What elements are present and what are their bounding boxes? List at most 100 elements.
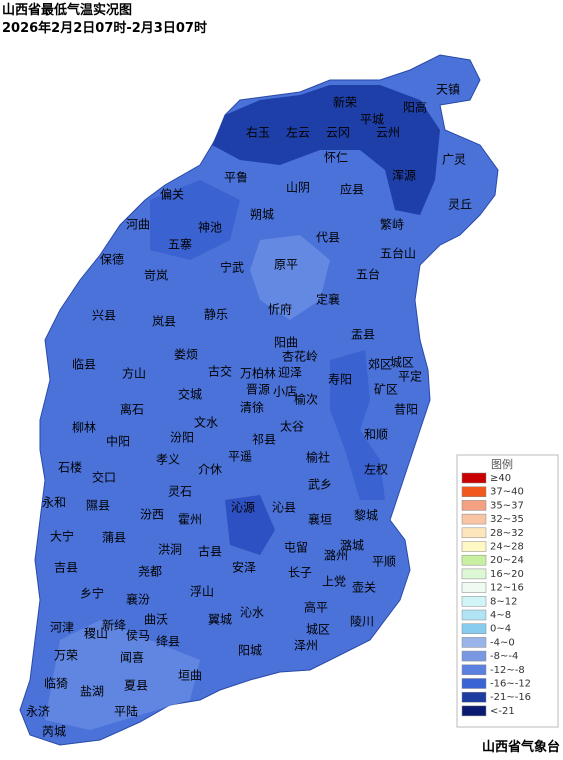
legend-swatch <box>461 500 487 511</box>
county-label: 交口 <box>92 470 116 485</box>
legend-label: 35~37 <box>490 500 524 511</box>
legend-swatch <box>461 513 487 525</box>
county-label: 陵川 <box>350 615 374 629</box>
legend-swatch <box>461 664 487 676</box>
county-label: 侯马 <box>126 629 150 643</box>
county-label: 高平 <box>304 600 328 615</box>
county-label: 潞城 <box>340 538 364 553</box>
county-label: 盂县 <box>351 328 375 342</box>
county-label: 稷山 <box>84 627 108 641</box>
legend-swatch <box>461 623 487 634</box>
county-label: 怀仁 <box>324 151 348 165</box>
county-label: 山阴 <box>286 181 310 195</box>
county-label: 新荣 <box>333 95 357 110</box>
county-label: 汾西 <box>140 508 164 522</box>
county-label: 平定 <box>398 369 422 384</box>
county-label: 盐湖 <box>80 684 104 699</box>
legend-label: 28~32 <box>490 528 524 539</box>
legend-label: -16~-12 <box>490 679 531 690</box>
legend-swatch <box>461 486 487 497</box>
county-label: 杏花岭 <box>282 349 318 364</box>
county-label: 临猗 <box>44 677 68 691</box>
legend-label: 16~20 <box>490 569 524 580</box>
legend-label: -8~-4 <box>490 651 518 662</box>
county-label: 浑源 <box>392 169 416 183</box>
legend-swatch <box>461 678 487 689</box>
county-label: 云冈 <box>326 126 350 140</box>
province-shape <box>19 54 499 746</box>
legend-swatch <box>461 541 487 552</box>
county-label: 忻府 <box>268 302 292 317</box>
map-subtitle: 2026年2月2日07时-2月3日07时 <box>2 20 207 36</box>
legend-swatch <box>461 691 487 703</box>
county-label: 闻喜 <box>120 651 144 665</box>
county-label: 晋源 <box>246 383 270 397</box>
legend-label: ≥40 <box>490 473 511 484</box>
county-label: 新绛 <box>102 618 126 633</box>
colder-area <box>225 495 275 555</box>
legend-swatch <box>461 568 487 580</box>
county-label: 广灵 <box>442 153 466 167</box>
legend-swatch <box>461 650 487 662</box>
county-label: 矿区 <box>374 383 398 397</box>
county-label: 芮城 <box>42 725 66 739</box>
county-label: 永和 <box>42 496 66 510</box>
county-label: 阳高 <box>403 100 427 115</box>
legend-label: -4~0 <box>490 637 515 648</box>
county-label: 和顺 <box>364 428 388 442</box>
county-label: 保德 <box>100 252 124 267</box>
county-label: 垣曲 <box>178 669 202 683</box>
legend-label: -21~-16 <box>490 692 531 703</box>
warmer-area <box>250 235 330 320</box>
county-label: 古交 <box>208 364 232 379</box>
legend-label: 32~35 <box>490 514 524 525</box>
county-label: 阳城 <box>238 644 262 658</box>
county-label: 岚县 <box>152 315 176 329</box>
county-label: 古县 <box>198 544 222 559</box>
county-label: 左权 <box>364 462 388 477</box>
county-label: 天镇 <box>436 83 460 97</box>
legend-label: 12~16 <box>490 583 524 594</box>
legend-swatch <box>461 554 487 566</box>
county-label: 万荣 <box>54 649 78 663</box>
legend-label: 20~24 <box>490 555 524 566</box>
county-label: 迎泽 <box>278 366 302 380</box>
county-label: 左云 <box>286 125 310 140</box>
county-label: 尧都 <box>138 565 162 579</box>
legend-label: 24~28 <box>490 542 524 553</box>
map-title: 山西省最低气温实况图 <box>2 2 132 18</box>
county-label: 沁源 <box>231 501 255 515</box>
county-label: 离石 <box>120 402 144 417</box>
county-label: 祁县 <box>252 432 276 447</box>
county-label: 浮山 <box>190 585 214 599</box>
county-label: 沁县 <box>272 501 296 515</box>
legend-swatch <box>461 609 487 621</box>
county-label: 原平 <box>274 258 298 272</box>
county-label: 灵丘 <box>448 198 472 212</box>
county-label: 乡宁 <box>80 586 104 601</box>
warmer-area <box>45 620 200 730</box>
county-label: 中阳 <box>106 434 130 449</box>
legend-label: 8~12 <box>490 596 517 607</box>
county-label: 翼城 <box>208 613 232 627</box>
county-label: 灵石 <box>168 485 192 499</box>
county-label: 小店 <box>273 385 297 399</box>
county-label: 偏关 <box>160 187 184 202</box>
county-label: 文水 <box>194 415 218 430</box>
county-label: 平遥 <box>228 450 252 464</box>
county-label: 绛县 <box>156 635 180 649</box>
county-label: 安泽 <box>232 560 256 575</box>
county-label: 繁峙 <box>380 217 404 232</box>
legend: 图例 ≥40 37~40 35~37 32~35 28~32 24~28 20~24 16~2… <box>456 454 559 728</box>
legend-label: 37~40 <box>490 487 524 498</box>
county-label: 神池 <box>198 221 222 235</box>
county-label: 柳林 <box>72 421 96 435</box>
county-label: 上党 <box>322 574 346 589</box>
county-label: 曲沃 <box>144 613 168 627</box>
county-label: 武乡 <box>308 478 332 492</box>
county-label: 临县 <box>72 358 96 372</box>
county-label: 平陆 <box>114 704 138 719</box>
county-label: 五台 <box>356 267 380 282</box>
county-label: 城区 <box>306 623 330 637</box>
